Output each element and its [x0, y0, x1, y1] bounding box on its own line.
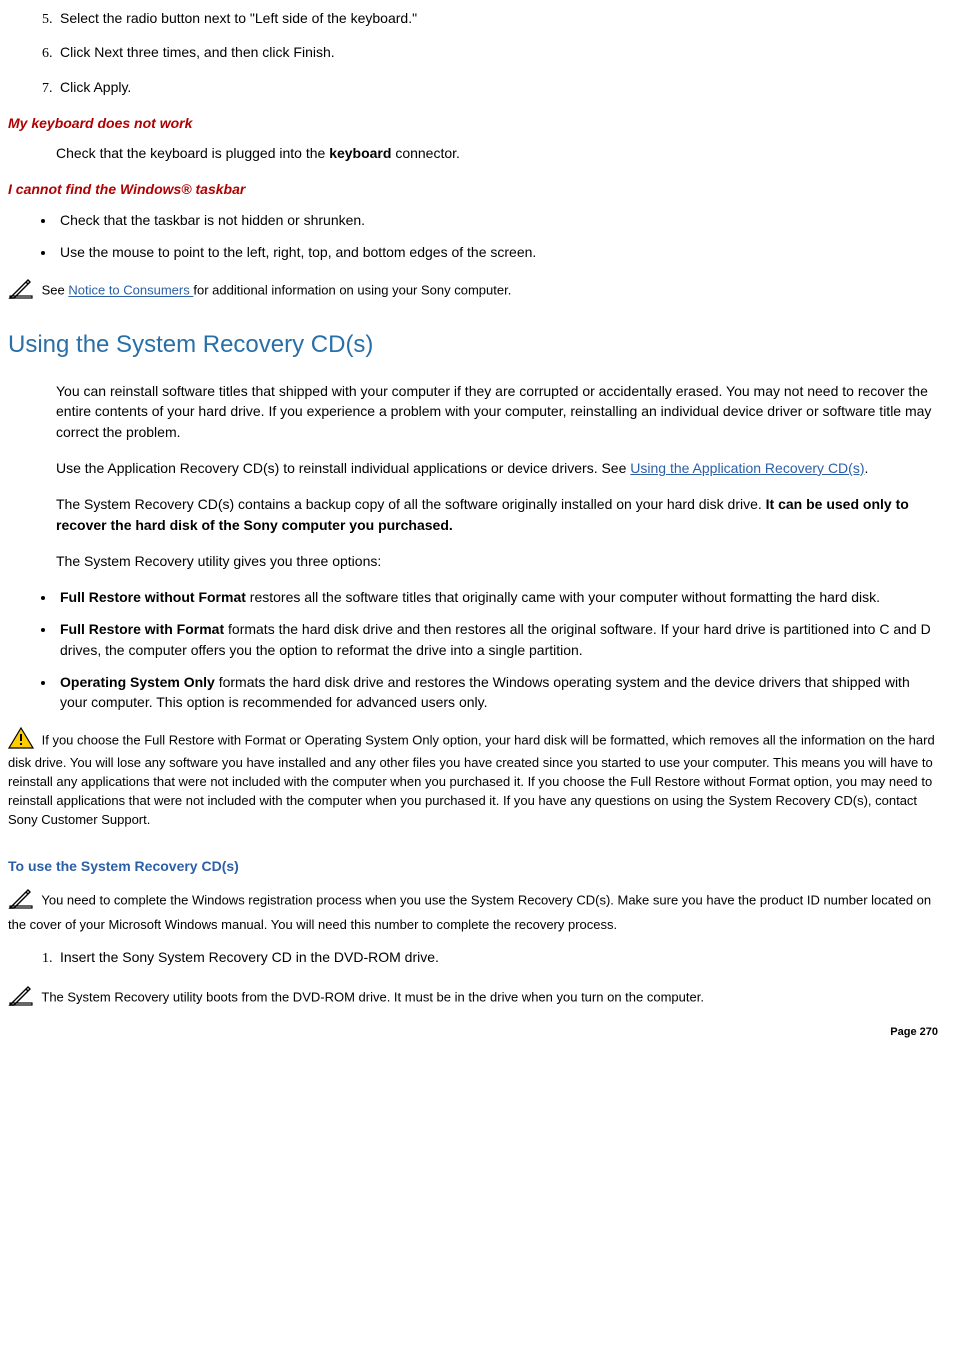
note-text: You need to complete the Windows registr…	[8, 892, 931, 931]
pencil-note-icon	[8, 276, 34, 306]
list-item: Insert the Sony System Recovery CD in th…	[56, 947, 938, 969]
recovery-para-4: The System Recovery utility gives you th…	[56, 551, 938, 571]
heading-to-use-recovery: To use the System Recovery CD(s)	[8, 856, 938, 876]
list-item-text: Click Apply.	[60, 79, 131, 95]
warning-triangle-icon	[8, 727, 34, 755]
heading-system-recovery: Using the System Recovery CD(s)	[8, 328, 938, 363]
note-text: The System Recovery utility boots from t…	[38, 989, 704, 1004]
list-item: Select the radio button next to "Left si…	[56, 8, 938, 30]
list-item-text: Click Next three times, and then click F…	[60, 44, 335, 60]
steps-insert-recovery-cd: Insert the Sony System Recovery CD in th…	[8, 947, 938, 969]
option-name: Full Restore with Format	[60, 621, 224, 637]
option-name: Full Restore without Format	[60, 589, 246, 605]
recovery-para-1: You can reinstall software titles that s…	[56, 381, 938, 442]
steps-keyboard-layout: Select the radio button next to "Left si…	[8, 8, 938, 99]
text-fragment: See	[38, 283, 68, 298]
list-item: Check that the taskbar is not hidden or …	[56, 210, 938, 230]
pencil-note-icon	[8, 886, 34, 916]
list-item: Click Next three times, and then click F…	[56, 42, 938, 64]
option-name: Operating System Only	[60, 674, 215, 690]
text-fragment: Check that the keyboard is plugged into …	[56, 145, 329, 161]
page-number: Page 270	[8, 1025, 938, 1041]
warning-text: If you choose the Full Restore with Form…	[8, 732, 935, 827]
list-item: Full Restore with Format formats the har…	[56, 619, 938, 660]
app-recovery-link[interactable]: Using the Application Recovery CD(s)	[630, 460, 864, 476]
notice-consumers-link[interactable]: Notice to Consumers	[68, 283, 193, 298]
note-boot-dvd: The System Recovery utility boots from t…	[8, 983, 938, 1013]
note-consumers: See Notice to Consumers for additional i…	[8, 276, 938, 306]
recovery-para-2: Use the Application Recovery CD(s) to re…	[56, 458, 938, 478]
heading-keyboard-not-work: My keyboard does not work	[8, 113, 938, 133]
text-fragment: The System Recovery CD(s) contains a bac…	[56, 496, 766, 512]
note-registration: You need to complete the Windows registr…	[8, 886, 938, 935]
text-fragment: Use the Application Recovery CD(s) to re…	[56, 460, 630, 476]
option-desc: restores all the software titles that or…	[246, 589, 880, 605]
heading-taskbar-missing: I cannot find the Windows® taskbar	[8, 179, 938, 199]
text-bold: keyboard	[329, 145, 391, 161]
list-item-text: Insert the Sony System Recovery CD in th…	[60, 949, 439, 965]
recovery-para-3: The System Recovery CD(s) contains a bac…	[56, 494, 938, 535]
list-item: Use the mouse to point to the left, righ…	[56, 242, 938, 262]
text-fragment: for additional information on using your…	[193, 283, 511, 298]
warning-format: If you choose the Full Restore with Form…	[8, 727, 938, 830]
list-item: Full Restore without Format restores all…	[56, 587, 938, 607]
recovery-options-list: Full Restore without Format restores all…	[8, 587, 938, 712]
taskbar-bullets: Check that the taskbar is not hidden or …	[8, 210, 938, 263]
list-item-text: Select the radio button next to "Left si…	[60, 10, 417, 26]
list-item: Operating System Only formats the hard d…	[56, 672, 938, 713]
pencil-note-icon	[8, 983, 34, 1013]
text-fragment: .	[865, 460, 869, 476]
text-fragment: connector.	[391, 145, 460, 161]
keyboard-check-text: Check that the keyboard is plugged into …	[56, 143, 938, 163]
list-item: Click Apply.	[56, 77, 938, 99]
